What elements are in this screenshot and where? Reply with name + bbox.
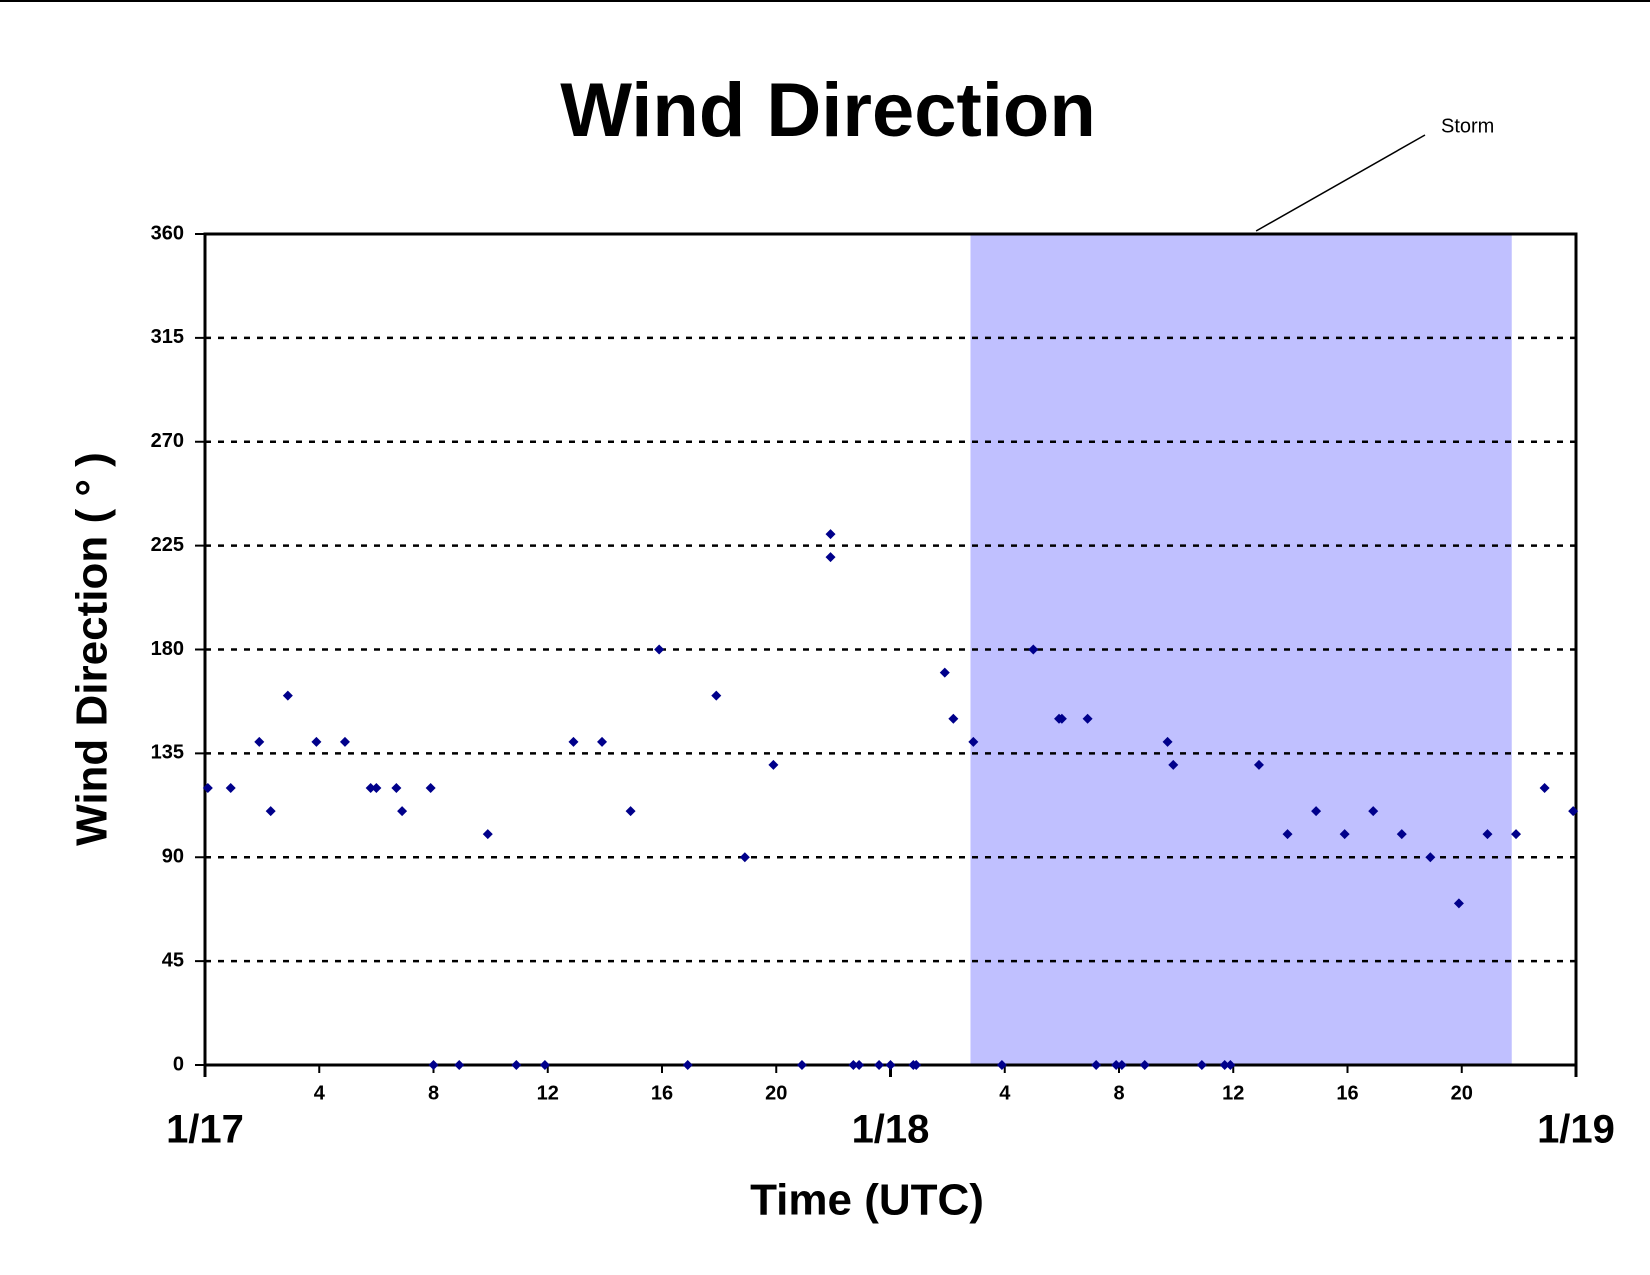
y-tick-label: 90 — [162, 846, 184, 868]
data-point — [1111, 1060, 1122, 1070]
y-tick-label: 360 — [151, 222, 184, 244]
y-tick-label: 180 — [151, 638, 184, 660]
data-point — [1511, 829, 1522, 840]
x-day-label: 1/19 — [1537, 1108, 1615, 1152]
data-point — [885, 1060, 896, 1070]
y-tick-label: 225 — [151, 534, 184, 556]
data-point — [265, 806, 276, 817]
y-tick-label: 315 — [151, 326, 184, 348]
data-point — [371, 783, 382, 793]
data-point — [482, 829, 493, 840]
data-point — [1196, 1060, 1207, 1070]
data-point — [1568, 806, 1579, 817]
data-point — [225, 783, 236, 793]
data-point — [768, 759, 779, 770]
data-point — [397, 806, 408, 817]
x-tick-label: 20 — [765, 1082, 787, 1104]
data-point — [282, 690, 293, 701]
data-point — [1396, 829, 1407, 840]
data-point — [825, 552, 836, 563]
data-point — [425, 783, 436, 793]
data-point — [1282, 829, 1293, 840]
y-tick-label: 0 — [173, 1053, 184, 1075]
y-tick-label: 45 — [162, 949, 184, 971]
data-point — [1368, 806, 1379, 817]
data-point — [597, 736, 608, 747]
data-point — [939, 667, 950, 678]
storm-region — [970, 234, 1512, 1065]
x-tick-label: 8 — [1113, 1082, 1124, 1104]
data-point — [711, 690, 722, 701]
y-tick-label: 270 — [151, 430, 184, 452]
data-point — [848, 1060, 859, 1070]
data-point — [796, 1060, 807, 1070]
data-point — [739, 852, 750, 863]
data-point — [1082, 713, 1093, 724]
chart-title: Wind Direction — [560, 68, 1096, 153]
x-tick-label: 4 — [314, 1082, 326, 1104]
data-point — [682, 1060, 693, 1070]
data-point — [1339, 829, 1350, 840]
x-day-label: 1/17 — [166, 1108, 244, 1152]
data-point — [454, 1060, 465, 1070]
data-point — [1139, 1060, 1150, 1070]
data-point — [1168, 759, 1179, 770]
data-point — [254, 736, 265, 747]
data-point — [911, 1060, 922, 1070]
data-point — [1225, 1060, 1236, 1070]
data-point — [428, 1060, 439, 1070]
storm-leader — [1255, 134, 1426, 232]
x-tick-label: 16 — [651, 1082, 673, 1104]
data-point — [365, 783, 376, 793]
data-point — [339, 736, 350, 747]
data-point — [1453, 898, 1464, 909]
x-axis-label: Time (UTC) — [750, 1176, 984, 1225]
data-point — [1162, 736, 1173, 747]
data-point — [825, 529, 836, 540]
x-tick-label: 4 — [999, 1082, 1011, 1104]
x-tick-label: 20 — [1451, 1082, 1473, 1104]
data-point — [539, 1060, 550, 1070]
data-point — [511, 1060, 522, 1070]
data-point — [625, 806, 636, 817]
x-day-label: 1/18 — [852, 1108, 930, 1152]
x-tick-label: 16 — [1336, 1082, 1358, 1104]
y-tick-label: 135 — [151, 742, 184, 764]
data-point — [1311, 806, 1322, 817]
data-point — [1056, 713, 1067, 724]
data-point — [311, 736, 322, 747]
data-point — [874, 1060, 885, 1070]
data-point — [1219, 1060, 1230, 1070]
x-tick-label: 8 — [428, 1082, 439, 1104]
data-point — [968, 736, 979, 747]
data-point — [1539, 783, 1550, 793]
data-point — [948, 713, 959, 724]
data-point — [1482, 829, 1493, 840]
data-point — [654, 644, 665, 655]
data-point — [1425, 852, 1436, 863]
data-point — [996, 1060, 1007, 1070]
y-axis-label: Wind Direction ( ° ) — [68, 452, 117, 846]
data-point — [568, 736, 579, 747]
data-point — [391, 783, 402, 793]
x-tick-label: 12 — [537, 1082, 559, 1104]
data-point — [1116, 1060, 1127, 1070]
x-tick-label: 12 — [1222, 1082, 1244, 1104]
data-point — [1028, 644, 1039, 655]
data-point — [202, 783, 213, 793]
data-point — [1091, 1060, 1102, 1070]
data-point — [1253, 759, 1264, 770]
data-point — [854, 1060, 865, 1070]
storm-label: Storm — [1441, 115, 1494, 137]
